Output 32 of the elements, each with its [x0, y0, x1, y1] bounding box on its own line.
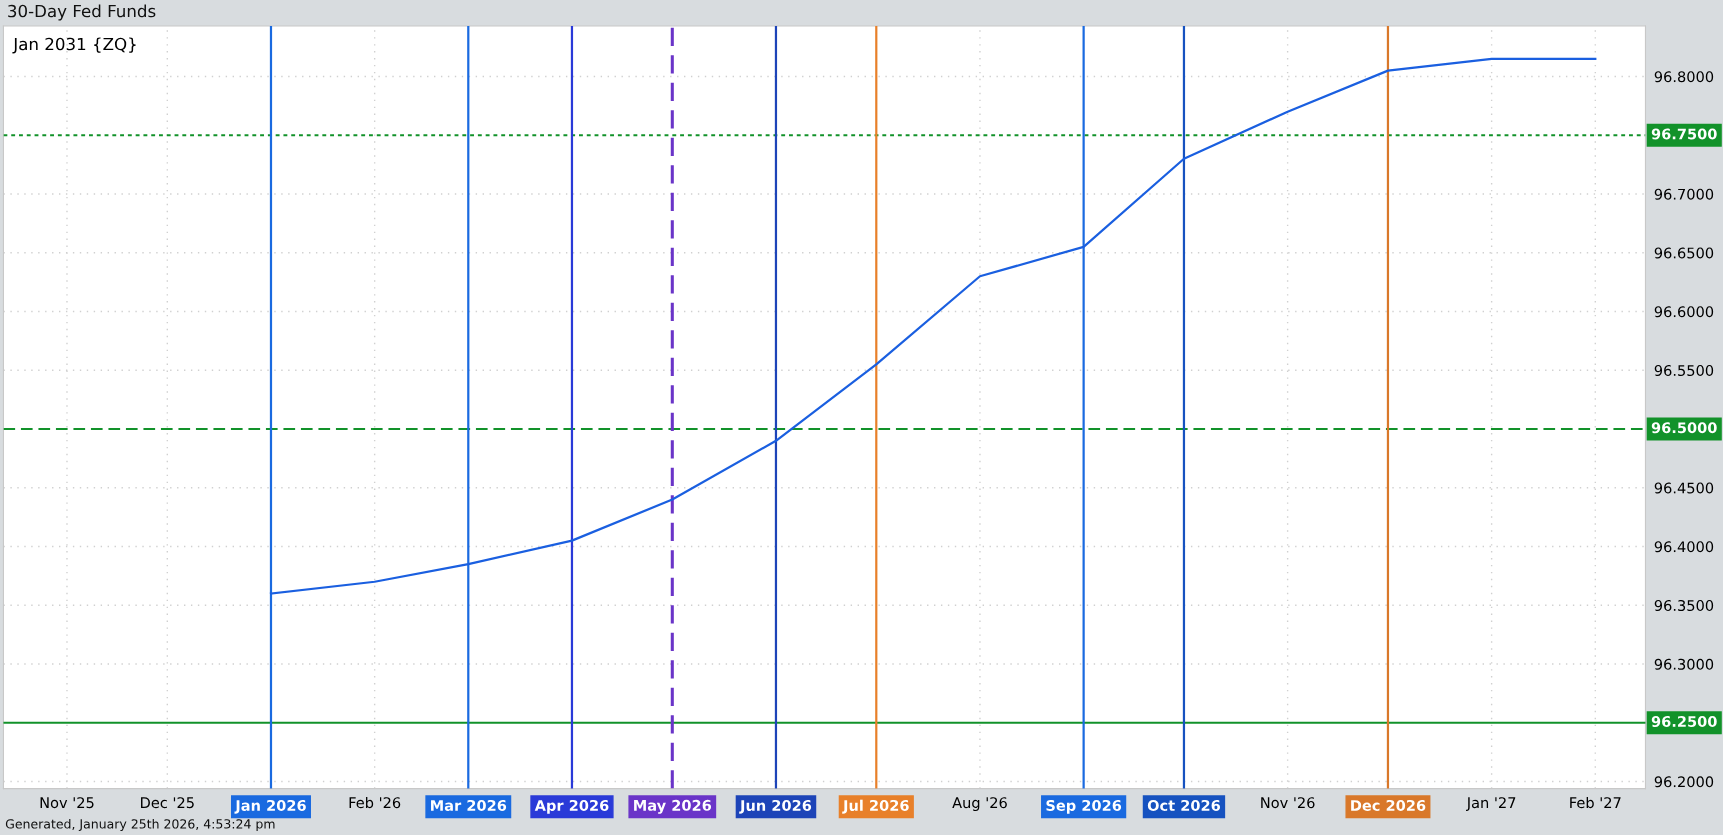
y-tick-label: 96.8000: [1654, 71, 1714, 83]
y-tick-label: 96.2000: [1654, 776, 1714, 788]
x-tick-label: Aug '26: [952, 797, 1007, 812]
y-tick-label: 96.5500: [1654, 364, 1714, 377]
y-tick-label: 96.6500: [1654, 247, 1714, 259]
ref-line-label: Oct 2026: [1147, 799, 1221, 811]
ref-line-label: 96.5000: [1651, 422, 1717, 434]
ref-line-label: 96.7500: [1651, 128, 1717, 140]
y-tick-label: 96.3500: [1654, 599, 1714, 612]
ref-line-label: Apr 2026: [534, 799, 609, 814]
ref-line-label: May 2026: [634, 799, 712, 814]
x-tick-label: Feb '27: [1570, 796, 1621, 809]
text: Generated, January 25th 2026, 4:53:24 pm: [5, 818, 275, 832]
y-tick-label: 96.6000: [1654, 306, 1714, 318]
ref-line-label: 96.2500: [1651, 715, 1717, 727]
x-tick-label: Jan '27: [1466, 797, 1516, 811]
x-tick-label: Dec '25: [141, 797, 194, 809]
y-tick-label: 96.3000: [1654, 658, 1714, 670]
ref-line-label: Jul 2026: [842, 799, 909, 814]
ref-line-label: Jan 2026: [234, 799, 306, 814]
ref-line-label: Dec 2026: [1351, 799, 1426, 811]
text: Jan 2031 {ZQ}: [12, 37, 136, 54]
chart-title: 30-Day Fed Funds: [8, 4, 156, 21]
ref-line-label: Mar 2026: [431, 799, 507, 811]
y-tick-label: 96.4000: [1654, 541, 1714, 553]
y-tick-label: 96.7000: [1654, 188, 1714, 200]
ref-line-label: Jun 2026: [739, 799, 812, 814]
x-tick-label: Nov '25: [40, 797, 94, 809]
y-tick-label: 96.4500: [1654, 482, 1714, 494]
x-tick-label: Nov '26: [1261, 797, 1315, 809]
x-tick-label: Feb '26: [349, 796, 401, 809]
ref-line-label: Sep 2026: [1046, 799, 1122, 814]
